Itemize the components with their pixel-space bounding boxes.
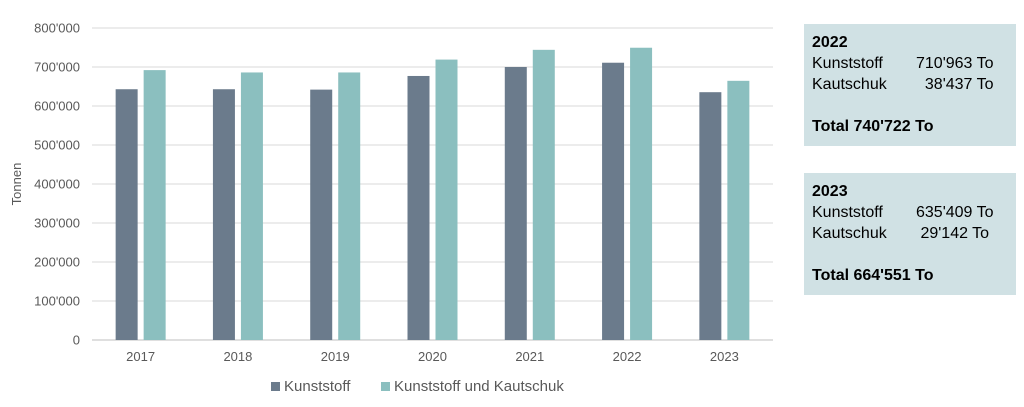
bar-kunststoff-2018 <box>212 89 235 340</box>
info-value: 29'142 To <box>916 225 990 242</box>
info-value: 635'409 To <box>916 204 994 221</box>
bar-kunststoff-2022 <box>602 62 625 341</box>
bar-kunststoff-und-kautschuk-2020 <box>435 59 458 341</box>
info-box-2023: 2023 Kunststoff 635'409 To Kautschuk 29'1… <box>804 173 1016 295</box>
bar-kunststoff-und-kautschuk-2018 <box>240 72 263 341</box>
info-year: 2022 <box>812 34 848 51</box>
bar-kunststoff-und-kautschuk-2023 <box>727 80 750 341</box>
y-tick-label: 200'000 <box>34 255 80 270</box>
info-row-kunststoff: Kunststoff 710'963 To <box>812 53 1006 74</box>
info-label: Kunststoff <box>812 55 883 72</box>
info-row-kautschuk: Kautschuk 38'437 To <box>812 74 1006 95</box>
y-axis-label: Tonnen <box>9 163 24 206</box>
bar-kunststoff-2020 <box>407 75 430 340</box>
info-label: Kautschuk <box>812 76 887 93</box>
y-tick-label: 500'000 <box>34 138 80 153</box>
y-tick-label: 300'000 <box>34 216 80 231</box>
info-total: Total 664'551 To <box>812 267 934 284</box>
bar-kunststoff-2017 <box>115 89 138 340</box>
y-tick-label: 0 <box>73 333 80 348</box>
info-label: Kautschuk <box>812 225 887 242</box>
bar-kunststoff-2023 <box>699 92 722 340</box>
legend-swatch <box>271 382 280 391</box>
bar-kunststoff-und-kautschuk-2022 <box>630 47 653 340</box>
y-tick-label: 600'000 <box>34 99 80 114</box>
bar-kunststoff-und-kautschuk-2017 <box>143 70 166 341</box>
bar-chart: 0 100'000 200'000 300'000 400'000 500'000 600'… <box>9 21 773 395</box>
bar-kunststoff-und-kautschuk-2021 <box>532 49 555 341</box>
info-row-kautschuk: Kautschuk 29'142 To <box>812 223 1006 244</box>
info-value: 38'437 To <box>916 76 994 93</box>
x-tick-label: 2020 <box>418 349 447 364</box>
y-tick-label: 800'000 <box>34 21 80 36</box>
x-tick-label: 2019 <box>321 349 350 364</box>
info-box-2022: 2022 Kunststoff 710'963 To Kautschuk 38'4… <box>804 24 1016 146</box>
info-row-kunststoff: Kunststoff 635'409 To <box>812 202 1006 223</box>
x-tick-label: 2018 <box>223 349 252 364</box>
legend-swatch <box>381 382 390 391</box>
legend-label: Kunststoff <box>284 378 351 395</box>
x-tick-label: 2021 <box>515 349 544 364</box>
y-tick-label: 700'000 <box>34 60 80 75</box>
y-tick-label: 400'000 <box>34 177 80 192</box>
x-tick-label: 2022 <box>613 349 642 364</box>
info-value: 710'963 To <box>916 55 994 72</box>
x-tick-label: 2017 <box>126 349 155 364</box>
legend-label: Kunststoff und Kautschuk <box>394 378 564 395</box>
info-total: Total 740'722 To <box>812 118 934 135</box>
bar-kunststoff-2021 <box>504 67 527 340</box>
x-tick-label: 2023 <box>710 349 739 364</box>
bar-kunststoff-2019 <box>310 89 333 341</box>
bar-kunststoff-und-kautschuk-2019 <box>338 72 361 341</box>
info-year: 2023 <box>812 183 848 200</box>
info-label: Kunststoff <box>812 204 883 221</box>
y-tick-label: 100'000 <box>34 294 80 309</box>
